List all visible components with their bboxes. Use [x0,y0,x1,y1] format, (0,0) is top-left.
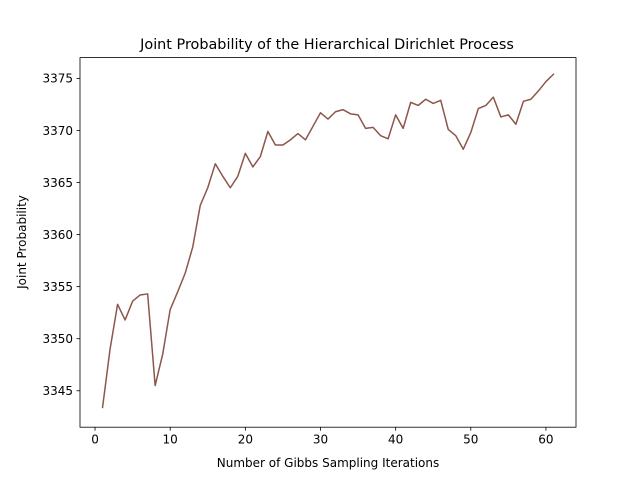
x-tick-label: 10 [163,433,178,447]
y-axis-label: Joint Probability [15,195,29,290]
x-tick-label: 50 [463,433,478,447]
x-axis-label: Number of Gibbs Sampling Iterations [217,456,439,470]
x-axis-ticks: 0 10 20 30 40 50 60 [91,427,554,447]
y-tick-label: 3360 [42,228,73,242]
x-tick-label: 20 [238,433,253,447]
series-line [101,73,555,409]
x-tick-label: 40 [388,433,403,447]
x-tick-label: 30 [313,433,328,447]
y-tick-label: 3375 [42,72,73,86]
y-tick-label: 3365 [42,176,73,190]
y-tick-label: 3355 [42,280,73,294]
y-tick-label: 3370 [42,124,73,138]
plot-area [101,73,555,409]
chart-title: Joint Probability of the Hierarchical Di… [139,37,514,53]
y-tick-label: 3350 [42,332,73,346]
y-tick-label: 3345 [42,384,73,398]
y-axis-ticks: 3345 3350 3355 3360 3365 3370 3375 [42,72,80,398]
x-tick-label: 0 [91,433,99,447]
x-tick-label: 60 [538,433,553,447]
plot-frame [79,57,577,428]
